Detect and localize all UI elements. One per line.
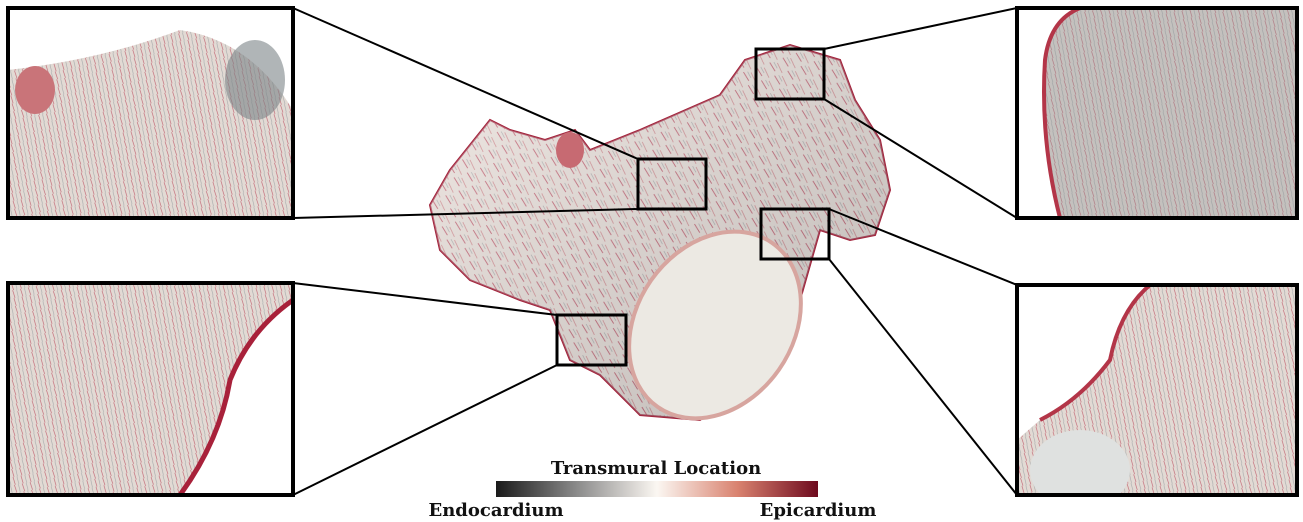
- heart-render: [430, 45, 890, 452]
- colorbar-gradient: [496, 481, 818, 497]
- page: Transmural Location Endocardium Epicardi…: [0, 0, 1303, 522]
- colorbar-max-label: Epicardium: [760, 500, 877, 521]
- colorbar: Transmural Location Endocardium Epicardi…: [428, 458, 876, 521]
- inset-top-left: [8, 8, 293, 218]
- colorbar-min-label: Endocardium: [428, 500, 563, 521]
- inset-bottom-left: [8, 283, 293, 495]
- inset-top-right: [1017, 8, 1297, 218]
- figure: Transmural Location Endocardium Epicardi…: [0, 0, 1303, 522]
- colorbar-title: Transmural Location: [551, 458, 761, 479]
- inset-bottom-right: [1017, 285, 1297, 510]
